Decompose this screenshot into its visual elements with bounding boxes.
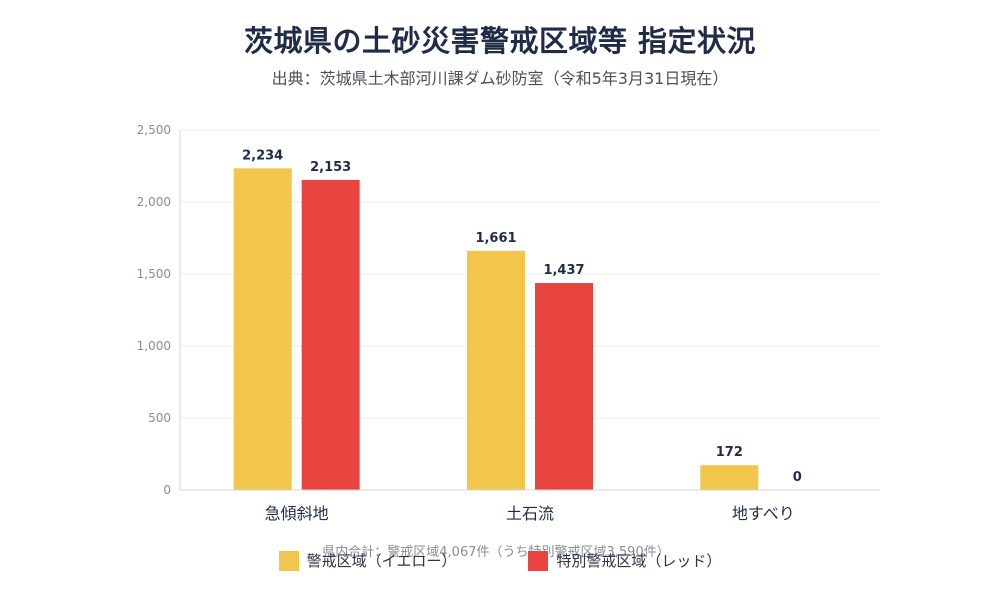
- chart-subtitle: 出典：茨城県土木部河川課ダム砂防室（令和5年3月31日現在）: [271, 69, 729, 88]
- data-label: 0: [793, 470, 802, 485]
- legend-swatch-yellow: [278, 550, 299, 571]
- bar: [467, 250, 525, 490]
- chart-title: 茨城県の土砂災害警戒区域等 指定状況: [243, 24, 757, 58]
- legend-swatch-red: [528, 550, 549, 571]
- data-label: 2,234: [242, 148, 283, 163]
- y-tick-label: 2,500: [137, 123, 171, 137]
- legend-item-red[interactable]: 特別警戒区域（レッド）: [528, 550, 721, 571]
- x-axis: 急傾斜地 土石流 地すべり: [180, 489, 880, 523]
- bar: [301, 179, 360, 490]
- total-note: 県内合計：警戒区域4,067件（うち特別警戒区域3,590件）: [322, 545, 670, 560]
- y-tick-label: 500: [148, 411, 171, 425]
- x-tick-label: 地すべり: [732, 504, 795, 523]
- bar: [700, 465, 759, 490]
- bar: [233, 168, 292, 490]
- data-label: 2,153: [310, 160, 351, 175]
- y-tick-label: 1,000: [137, 339, 171, 353]
- data-label: 1,661: [475, 231, 516, 246]
- y-tick-label: 2,000: [137, 195, 171, 209]
- bar: [535, 283, 593, 490]
- y-axis: 0 500 1,000 1,500 2,000 2,500: [137, 123, 181, 497]
- data-labels: 2,234 2,153 1,661 1,437 172 0: [242, 148, 802, 485]
- legend-item-yellow[interactable]: 警戒区域（イエロー）: [278, 550, 457, 571]
- x-tick-label: 急傾斜地: [265, 504, 329, 523]
- data-label: 172: [716, 445, 743, 460]
- x-tick-label: 土石流: [506, 504, 554, 523]
- legend-label-red: 特別警戒区域（レッド）: [556, 552, 722, 570]
- y-tick-label: 1,500: [137, 267, 171, 281]
- bars: [233, 168, 759, 490]
- legend-label-yellow: 警戒区域（イエロー）: [306, 552, 457, 570]
- y-tick-label: 0: [163, 483, 171, 497]
- legend: 警戒区域（イエロー） 特別警戒区域（レッド）: [0, 550, 1000, 571]
- data-label: 1,437: [543, 263, 584, 278]
- gridlines: [180, 129, 880, 419]
